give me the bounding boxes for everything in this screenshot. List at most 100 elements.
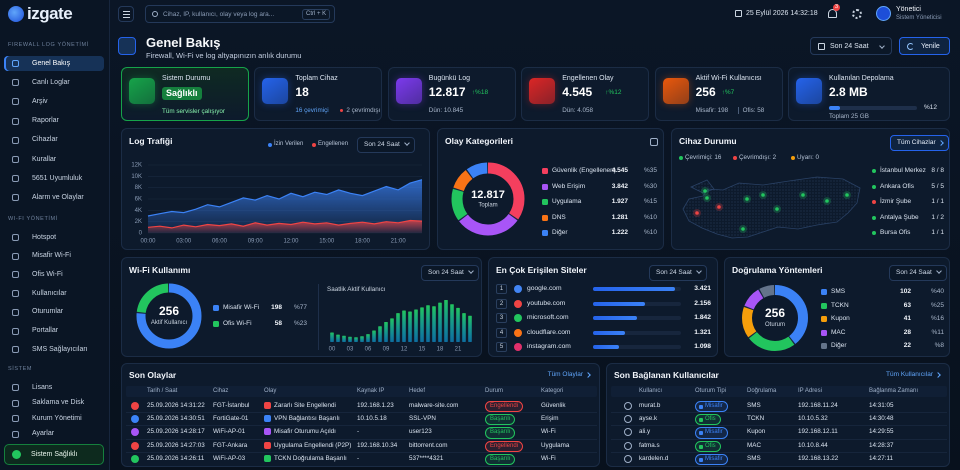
device-dot [705, 196, 709, 200]
device-name: Bursa Ofis [880, 229, 911, 236]
row-icon [131, 402, 139, 410]
range-dropdown[interactable]: Son 24 Saat [649, 265, 707, 281]
search-box[interactable]: Cihaz, IP, kullanıcı, olay veya log ara.… [145, 5, 335, 23]
cell: 14:31:05 [869, 402, 894, 409]
nav-item[interactable]: Kurum Yönetimi [4, 411, 104, 426]
kpi-card: Engellenen Olay 4.545 ↑%12 Dün: 4.058 [521, 67, 650, 121]
nav-item[interactable]: Arşiv [4, 94, 104, 109]
export-icon[interactable] [650, 138, 658, 146]
bar [342, 335, 346, 342]
nav-item[interactable]: Misafir Wi-Fi [4, 249, 104, 264]
legend-swatch [821, 316, 827, 322]
x-tick-label: 03:00 [176, 239, 192, 245]
legend-percent: %8 [934, 342, 944, 349]
shortcut: Ctrl + K [302, 9, 331, 21]
kpi-change: ↑%18 [471, 89, 489, 96]
donut-chart: 256 Aktif Kullanıcı [136, 283, 202, 349]
nav-item[interactable]: Alarm ve Olaylar [4, 190, 104, 205]
pill-icon [699, 457, 703, 462]
all-devices-button[interactable]: Tüm Cihazlar [890, 135, 949, 151]
legend-name: DNS [552, 213, 566, 221]
cell: Güvenlik [541, 402, 566, 409]
cell: user123 [409, 428, 432, 436]
donut-chart: 12.817 Toplam [451, 162, 525, 236]
nav-item[interactable]: Hotspot [4, 230, 104, 245]
system-status[interactable]: Sistem Sağlıklı [4, 444, 104, 465]
offline-dot [340, 109, 344, 112]
notifications[interactable]: 3 [827, 4, 841, 19]
cell: murat.b [639, 402, 661, 409]
view-all-link[interactable]: Tüm Olaylar [547, 371, 583, 378]
pill-icon [699, 418, 703, 423]
nav-item[interactable]: Saklama ve Disk [4, 396, 104, 411]
bar [593, 330, 625, 335]
menu-button[interactable] [118, 6, 134, 22]
nav-item[interactable]: Canlı Loglar [4, 75, 104, 90]
avatar[interactable] [876, 6, 891, 21]
nav-item[interactable]: Cihazlar [4, 133, 104, 148]
kpi-title: Kullanılan Depolama [829, 75, 894, 82]
legend-percent: %77 [293, 304, 307, 311]
legend-swatch [542, 230, 548, 236]
nav-item[interactable]: Kurallar [4, 152, 104, 167]
nav-item[interactable]: Ofis Wi-Fi [4, 267, 104, 282]
range-dropdown[interactable]: Son 24 Saat [357, 137, 415, 153]
legend-name: Güvenlik (Engellenen) [552, 167, 616, 174]
legend-swatch [213, 305, 219, 311]
range-dropdown[interactable]: Son 24 Saat [421, 265, 479, 281]
nav-item[interactable]: 5651 Uyumluluk [4, 171, 104, 186]
y-tick-label: 0 [139, 231, 143, 237]
column-header: Kaynak IP [357, 388, 385, 394]
cell: 537****4321 [409, 454, 444, 462]
legend-swatch [542, 214, 548, 221]
kpi-value: 2.8 MB [829, 85, 868, 99]
nav-item[interactable]: SMS Sağlayıcıları [4, 342, 104, 357]
nav-item[interactable]: Oturumlar [4, 305, 104, 320]
cell: malware-site.com [409, 402, 459, 409]
nav-item[interactable]: Lisans [4, 380, 104, 395]
refresh-button[interactable]: Yenile [899, 37, 950, 55]
kpi-value: 18 [295, 85, 309, 99]
range-dropdown[interactable]: Son 24 Saat [889, 265, 947, 281]
menu-line [123, 14, 130, 15]
nav-item[interactable]: Kullanıcılar [4, 286, 104, 301]
rank: 5 [496, 342, 507, 352]
status-dot [872, 231, 876, 235]
datetime: 25 Eylül 2026 14:32:18 [746, 10, 818, 17]
cell: MAC [747, 441, 761, 449]
device-name: İstanbul Merkez [880, 167, 926, 174]
view-all-link[interactable]: Tüm Kullanıcılar [886, 371, 933, 378]
card-title: Log Trafiği [129, 136, 173, 146]
bar [396, 313, 400, 342]
kpi-icon [529, 78, 556, 104]
nav-item[interactable]: Raporlar [4, 114, 104, 129]
settings-icon[interactable] [852, 9, 862, 19]
nav-icon [12, 290, 19, 298]
kpi-card: Sistem Durumu Sağlıklı Tüm servisler çalış… [121, 67, 249, 121]
device-dot [845, 193, 849, 197]
row-line [611, 451, 947, 453]
page-title: Genel Bakış [146, 35, 221, 50]
bar-track [593, 316, 681, 320]
nav-label: Hotspot [32, 233, 57, 241]
legend-percent: %10 [643, 229, 657, 236]
nav-item[interactable]: Genel Bakış [4, 56, 104, 71]
legend-label: Engellenen [318, 141, 349, 147]
column-header: Olay [264, 388, 277, 394]
divider [318, 284, 319, 350]
kpi-value: 4.545 [562, 85, 593, 99]
event-icon [264, 428, 271, 436]
header-range[interactable]: Son 24 Saat [810, 37, 892, 55]
device-dot [745, 197, 749, 201]
chevron [403, 140, 410, 146]
nav-label: Canlı Loglar [32, 78, 70, 86]
legend-percent: %23 [293, 320, 307, 327]
nav-item[interactable]: Ayarlar [4, 427, 104, 442]
table-header-bg [611, 386, 947, 397]
legend-dot [312, 143, 316, 147]
nav-item[interactable]: Portallar [4, 324, 104, 339]
legend-count: 3.842 [611, 182, 628, 190]
legend-percent: %15 [643, 198, 657, 205]
event-icon [264, 402, 271, 409]
